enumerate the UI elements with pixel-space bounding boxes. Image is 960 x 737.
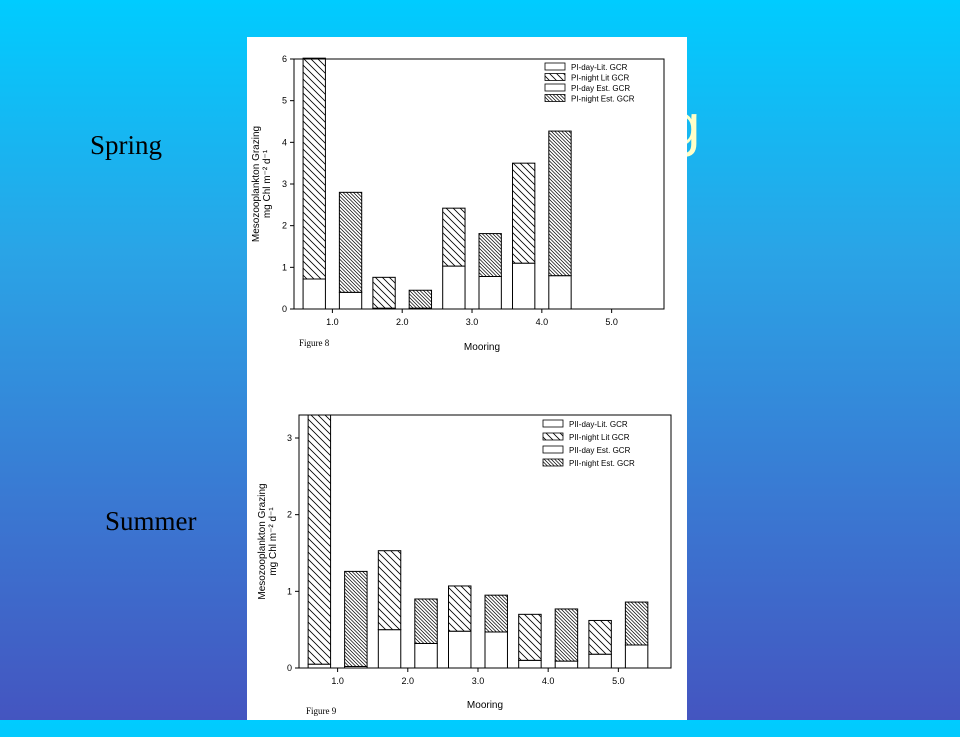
bar-lit-night [307, 414, 332, 665]
summer-label: Summer [105, 506, 197, 536]
bar-est-day [414, 642, 438, 669]
bar-lit-night [588, 619, 612, 655]
bar-est-night [414, 598, 438, 644]
x-tick-label: 2.0 [396, 317, 409, 327]
bar-lit-day [377, 629, 402, 669]
plot-frame [298, 414, 672, 669]
legend-swatch [542, 419, 564, 428]
legend-swatch [544, 83, 566, 92]
bar-est-day [554, 660, 579, 669]
figure-8-chart: 0 1 2 3 4 5 6 1.0 2.0 3.0 4.0 5.0 Mesozooplankton Gr… [251, 54, 665, 353]
legend-entry: PII-day-Lit. GCR [569, 420, 628, 429]
x-tick-label: 5.0 [612, 676, 625, 686]
legend-entry: PI-day Est. GCR [571, 84, 630, 93]
y-tick-label: 2 [282, 221, 287, 231]
bar-est-day [338, 291, 363, 310]
legend-entry: PI-day-Lit. GCR [571, 63, 628, 72]
bar-est-day [624, 644, 649, 669]
figure-label: Figure 9 [306, 706, 337, 716]
legend-swatch [542, 432, 564, 441]
legend-swatch [544, 73, 566, 81]
y-tick-label: 2 [287, 510, 292, 520]
legend-swatch [542, 445, 564, 454]
x-tick-label: 4.0 [542, 676, 555, 686]
y-tick-label: 4 [282, 137, 287, 147]
bar-est-night [624, 601, 649, 646]
bar-lit-night [302, 57, 326, 280]
x-axis-label: Mooring [467, 700, 503, 711]
bar-est-day [478, 276, 502, 310]
x-tick-label: 5.0 [605, 317, 618, 327]
bar-lit-day [307, 663, 332, 669]
bar-lit-night [448, 585, 472, 632]
figure-panel: 0 1 2 3 4 5 6 1.0 2.0 3.0 4.0 5.0 Mesozooplankton Gr… [247, 37, 687, 720]
y-tick-label: 0 [282, 304, 287, 314]
bar-lit-day [588, 653, 612, 669]
bar-lit-day [448, 630, 472, 669]
spring-label: Spring [90, 130, 163, 160]
y-axis-label: Mesozooplankton Grazing [257, 483, 268, 599]
x-tick-label: 3.0 [466, 317, 479, 327]
x-tick-label: 4.0 [536, 317, 549, 327]
bar-est-night [408, 289, 433, 309]
x-tick-label: 2.0 [402, 676, 415, 686]
bar-lit-night [442, 207, 466, 267]
y-axis-units-label: mg Chl m⁻² d⁻¹ [262, 149, 273, 218]
bar-lit-day [518, 659, 542, 669]
x-axis-label: Mooring [464, 342, 500, 353]
bar-lit-day [512, 262, 536, 310]
legend-entry: PI-night Lit GCR [571, 74, 629, 83]
bar-est-day [484, 631, 508, 669]
x-tick-label: 1.0 [326, 317, 339, 327]
y-tick-label: 1 [282, 262, 287, 272]
bar-lit-day [302, 278, 326, 310]
bar-est-night [548, 130, 572, 277]
legend-entry: PII-day Est. GCR [569, 446, 631, 455]
legend-entry: PII-night Lit GCR [569, 433, 630, 442]
y-tick-label: 0 [287, 663, 292, 673]
y-tick-label: 1 [287, 586, 292, 596]
x-tick-label: 3.0 [472, 676, 485, 686]
figure-label: Figure 8 [299, 338, 330, 348]
bar-lit-night [372, 276, 396, 309]
bar-est-night [484, 594, 508, 633]
y-tick-label: 5 [282, 96, 287, 106]
y-tick-label: 3 [282, 179, 287, 189]
bar-lit-night [518, 613, 542, 661]
bar-est-night [554, 608, 579, 662]
bar-lit-day [442, 265, 466, 310]
x-tick-label: 1.0 [331, 676, 344, 686]
bar-est-day [548, 275, 572, 310]
y-axis-label: Mesozooplankton Grazing [251, 126, 262, 242]
bar-est-night [338, 191, 363, 293]
y-axis-units-label: mg Chl m⁻² d⁻¹ [268, 507, 279, 576]
figure-9-chart: 0 1 2 3 1.0 2.0 3.0 4.0 5.0 Mesozooplankton Grazi… [257, 414, 672, 716]
legend-swatch [544, 94, 566, 102]
legend-swatch [542, 458, 564, 467]
legend-swatch [544, 62, 566, 71]
legend-entry: PI-night Est. GCR [571, 95, 635, 104]
y-tick-label: 3 [287, 433, 292, 443]
bar-est-night [478, 233, 502, 277]
y-tick-label: 6 [282, 54, 287, 64]
legend-entry: PII-night Est. GCR [569, 459, 635, 468]
bar-lit-night [512, 162, 536, 264]
bar-est-night [344, 570, 368, 667]
bar-lit-night [377, 550, 402, 631]
